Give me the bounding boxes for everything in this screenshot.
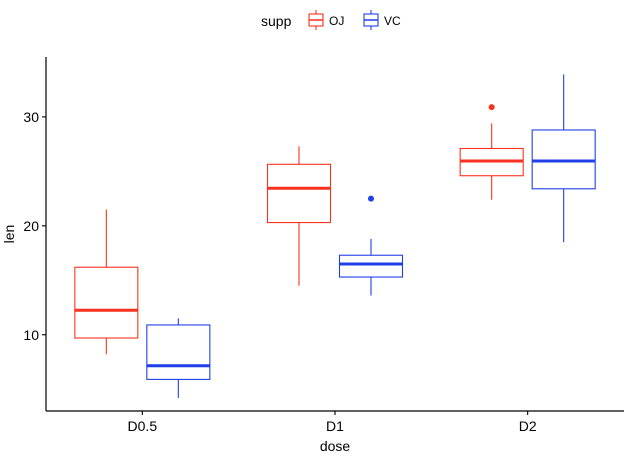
plot-area (74, 74, 596, 398)
y-axis-title: len (1, 225, 17, 244)
legend: supp OJ VC (261, 10, 401, 30)
legend-key-OJ (308, 10, 324, 30)
box-VC-D0.5 (146, 318, 211, 398)
y-axis-ticks: 10 20 30 (23, 109, 46, 343)
x-tick-label: D2 (519, 418, 537, 434)
box-body (74, 266, 139, 339)
x-tick-label: D0.5 (128, 418, 158, 434)
y-tick-label: 10 (23, 327, 39, 343)
x-tick-label: D1 (326, 418, 344, 434)
box-OJ-D1 (266, 146, 332, 286)
y-tick-label: 30 (23, 109, 39, 125)
legend-label-VC: VC (384, 14, 401, 28)
outlier-point (368, 195, 374, 202)
legend-title: supp (261, 13, 292, 29)
box-VC-D2 (531, 74, 596, 243)
box-body (146, 324, 211, 380)
legend-label-OJ: OJ (329, 14, 344, 28)
box-OJ-D0.5 (74, 209, 139, 355)
box-body (531, 129, 596, 190)
box-body (266, 163, 332, 224)
box-OJ-D2 (459, 104, 524, 200)
legend-key-VC (363, 10, 379, 30)
box-VC-D1 (338, 195, 404, 296)
x-axis-ticks: D0.5 D1 D2 (128, 411, 537, 434)
box-body (338, 254, 404, 278)
y-tick-label: 20 (23, 218, 39, 234)
outlier-point (488, 104, 495, 111)
x-axis-title: dose (320, 438, 351, 454)
